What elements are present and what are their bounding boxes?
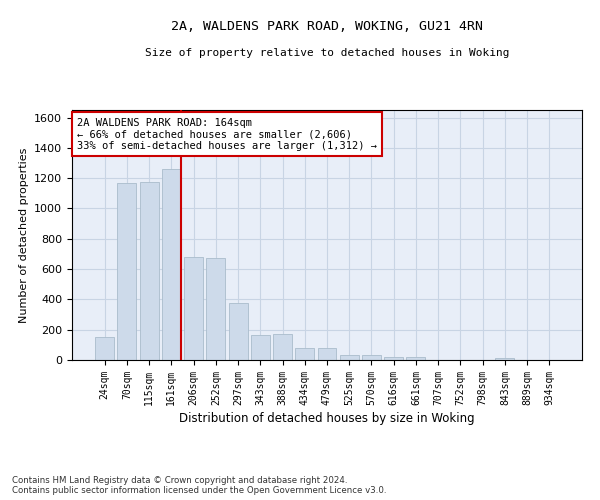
Bar: [340, 354, 359, 360]
Bar: [184, 257, 203, 360]
Bar: [229, 303, 248, 360]
Y-axis label: Number of detached properties: Number of detached properties: [19, 148, 29, 322]
Bar: [384, 357, 403, 360]
Bar: [295, 348, 314, 360]
Text: Size of property relative to detached houses in Woking: Size of property relative to detached ho…: [145, 48, 509, 58]
X-axis label: Distribution of detached houses by size in Woking: Distribution of detached houses by size …: [179, 412, 475, 425]
Text: 2A, WALDENS PARK ROAD, WOKING, GU21 4RN: 2A, WALDENS PARK ROAD, WOKING, GU21 4RN: [171, 20, 483, 33]
Bar: [273, 334, 292, 360]
Bar: [162, 169, 181, 360]
Bar: [362, 356, 381, 360]
Text: Contains HM Land Registry data © Crown copyright and database right 2024.
Contai: Contains HM Land Registry data © Crown c…: [12, 476, 386, 495]
Bar: [118, 182, 136, 360]
Bar: [496, 358, 514, 360]
Text: 2A WALDENS PARK ROAD: 164sqm
← 66% of detached houses are smaller (2,606)
33% of: 2A WALDENS PARK ROAD: 164sqm ← 66% of de…: [77, 118, 377, 150]
Bar: [251, 335, 270, 360]
Bar: [95, 338, 114, 360]
Bar: [140, 182, 158, 360]
Bar: [206, 258, 225, 360]
Bar: [406, 357, 425, 360]
Bar: [317, 348, 337, 360]
